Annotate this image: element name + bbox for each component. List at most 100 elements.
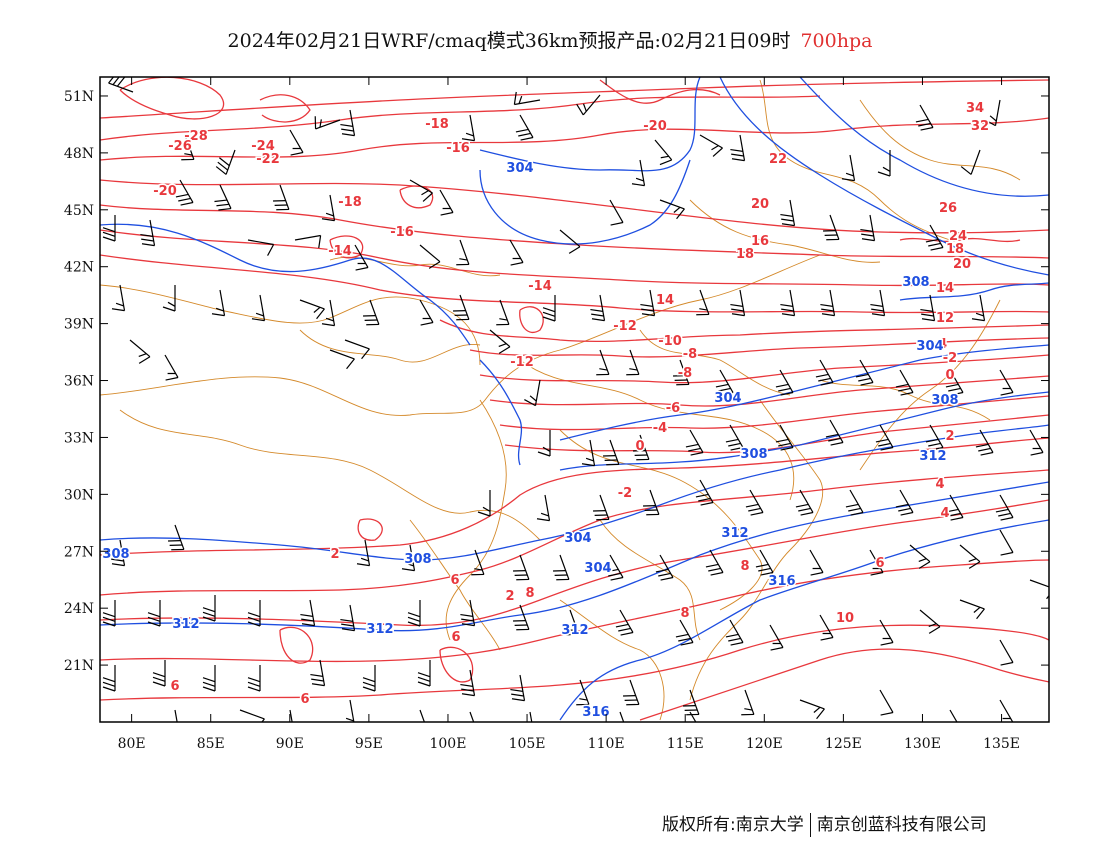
title-level: 700hpa bbox=[800, 30, 873, 52]
wind-barb bbox=[780, 289, 796, 317]
temperature-label: -16 bbox=[390, 225, 414, 240]
wind-barb bbox=[321, 299, 336, 327]
footer-separator bbox=[809, 813, 811, 837]
temperature-label: 16 bbox=[751, 234, 769, 249]
temperature-labels: -28-26 -24-22-20-20-18-18-16-16-14-14-12-… bbox=[152, 100, 991, 709]
wind-barb bbox=[909, 544, 931, 569]
wind-barb bbox=[344, 339, 370, 360]
title-main: 2024年02月21日WRF/cmaq模式36km预报产品:02月21日09时 bbox=[227, 30, 791, 52]
geopotential-labels: 304 304 304 304 304 308 308 308 308 308 312 312 312 3… bbox=[101, 160, 960, 722]
temperature-label: -28 bbox=[184, 129, 208, 144]
wind-barb bbox=[775, 369, 794, 396]
wind-barb bbox=[202, 595, 216, 622]
lon-label: 115E bbox=[667, 736, 704, 752]
wind-barb bbox=[879, 619, 894, 646]
wind-barb bbox=[129, 339, 151, 364]
wind-barb bbox=[725, 424, 744, 451]
wind-barb bbox=[289, 709, 293, 722]
wind-barb bbox=[975, 429, 994, 456]
temperature-label: 14 bbox=[936, 281, 954, 296]
wind-barb bbox=[111, 284, 126, 312]
wind-barb bbox=[959, 599, 985, 620]
temperature-contour bbox=[399, 185, 434, 209]
wind-barb bbox=[419, 299, 434, 326]
temperature-label: -18 bbox=[425, 117, 449, 132]
wind-barb bbox=[110, 539, 126, 567]
temperature-label: 32 bbox=[971, 119, 989, 134]
boundary-line bbox=[859, 299, 1001, 471]
wind-barb bbox=[513, 604, 530, 631]
temperature-contour bbox=[479, 354, 1049, 384]
temperature-label: 0 bbox=[945, 368, 954, 383]
wind-barb bbox=[461, 114, 476, 142]
wind-barb bbox=[841, 154, 856, 182]
geopotential-label: 308 bbox=[931, 393, 958, 408]
wind-barb bbox=[877, 150, 891, 177]
wind-barb bbox=[615, 609, 634, 636]
wind-barb bbox=[563, 609, 580, 636]
geopotential-contour bbox=[100, 223, 471, 346]
temperature-contour bbox=[100, 117, 1049, 161]
geopotential-contour bbox=[719, 77, 1049, 276]
wind-barb bbox=[513, 554, 530, 581]
wind-barb bbox=[576, 94, 601, 116]
geopotential-label: 304 bbox=[714, 391, 741, 406]
wind-barb bbox=[860, 214, 876, 242]
boundary-line bbox=[639, 329, 791, 396]
temperature-contours bbox=[100, 77, 1049, 721]
wind-barb bbox=[945, 494, 964, 521]
wind-barb bbox=[510, 674, 526, 702]
wind-barb bbox=[542, 295, 556, 322]
temperature-label: -16 bbox=[446, 141, 470, 156]
lat-label: 42N bbox=[64, 260, 94, 276]
wind-barb bbox=[102, 665, 116, 692]
temperature-label: 4 bbox=[935, 477, 944, 492]
wind-barb bbox=[211, 289, 226, 317]
geopotential-label: 308 bbox=[102, 547, 129, 562]
longitude-axis: 80E 85E 90E 95E 100E 105E 110E 115E 120E 125E 130E… bbox=[118, 77, 1020, 752]
wind-barb bbox=[537, 430, 551, 457]
wind-barb bbox=[363, 299, 380, 326]
wind-barb bbox=[715, 369, 734, 396]
wind-barb bbox=[596, 349, 610, 376]
wind-barb bbox=[780, 199, 796, 227]
temperature-contour bbox=[100, 437, 1049, 556]
wind-barb bbox=[775, 424, 794, 451]
wind-barb bbox=[673, 359, 690, 386]
lat-label: 27N bbox=[64, 544, 94, 560]
temperature-label: 4 bbox=[940, 506, 949, 521]
wind-barb bbox=[553, 554, 570, 581]
wind-barb bbox=[453, 294, 470, 321]
wind-barb bbox=[202, 665, 216, 692]
wind-barb bbox=[174, 709, 178, 722]
lat-label: 51N bbox=[64, 89, 94, 105]
temperature-label: 6 bbox=[450, 573, 459, 588]
temperature-label: -4 bbox=[653, 421, 667, 436]
wind-barb bbox=[730, 134, 746, 162]
geopotential-contour bbox=[559, 519, 1049, 721]
lat-label: 39N bbox=[64, 317, 94, 333]
wind-barb bbox=[524, 379, 541, 407]
wind-barb bbox=[362, 665, 376, 692]
lon-label: 120E bbox=[746, 736, 783, 752]
wind-barb bbox=[925, 424, 944, 451]
wind-barb bbox=[168, 524, 185, 551]
wind-barb bbox=[920, 294, 936, 322]
temperature-contour bbox=[519, 306, 544, 334]
temperature-contour bbox=[639, 648, 1049, 721]
temperature-contour bbox=[100, 254, 1049, 314]
boundary-line bbox=[119, 409, 541, 541]
wind-barb bbox=[409, 179, 433, 202]
temperature-label: 0 bbox=[635, 439, 644, 454]
wind-barb bbox=[175, 179, 194, 206]
lat-label: 30N bbox=[64, 487, 94, 503]
wind-barb bbox=[247, 239, 275, 256]
wind-barb bbox=[745, 489, 764, 516]
wind-barb bbox=[959, 544, 981, 569]
temperature-contour bbox=[100, 204, 1049, 259]
temperature-contour bbox=[899, 237, 1021, 243]
wind-barb bbox=[321, 194, 336, 222]
boundary-line bbox=[819, 379, 991, 421]
wind-barb bbox=[999, 699, 1014, 722]
wind-barb bbox=[471, 549, 485, 576]
